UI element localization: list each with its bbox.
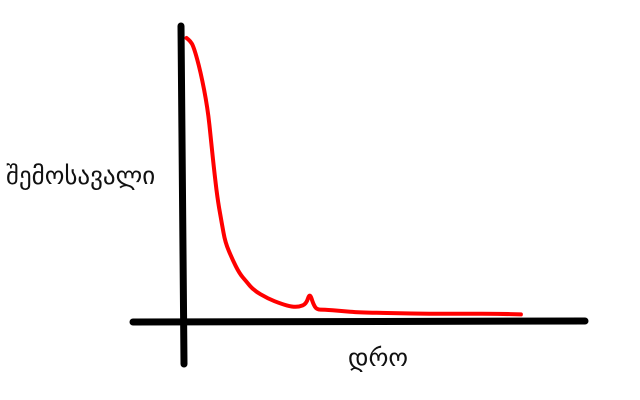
x-axis-label: დრო [348, 343, 408, 372]
series-line [184, 36, 523, 317]
series-group [184, 36, 523, 317]
y-axis-label: შემოსავალი [6, 161, 155, 190]
x-axis [129, 317, 589, 326]
y-axis [177, 22, 188, 368]
